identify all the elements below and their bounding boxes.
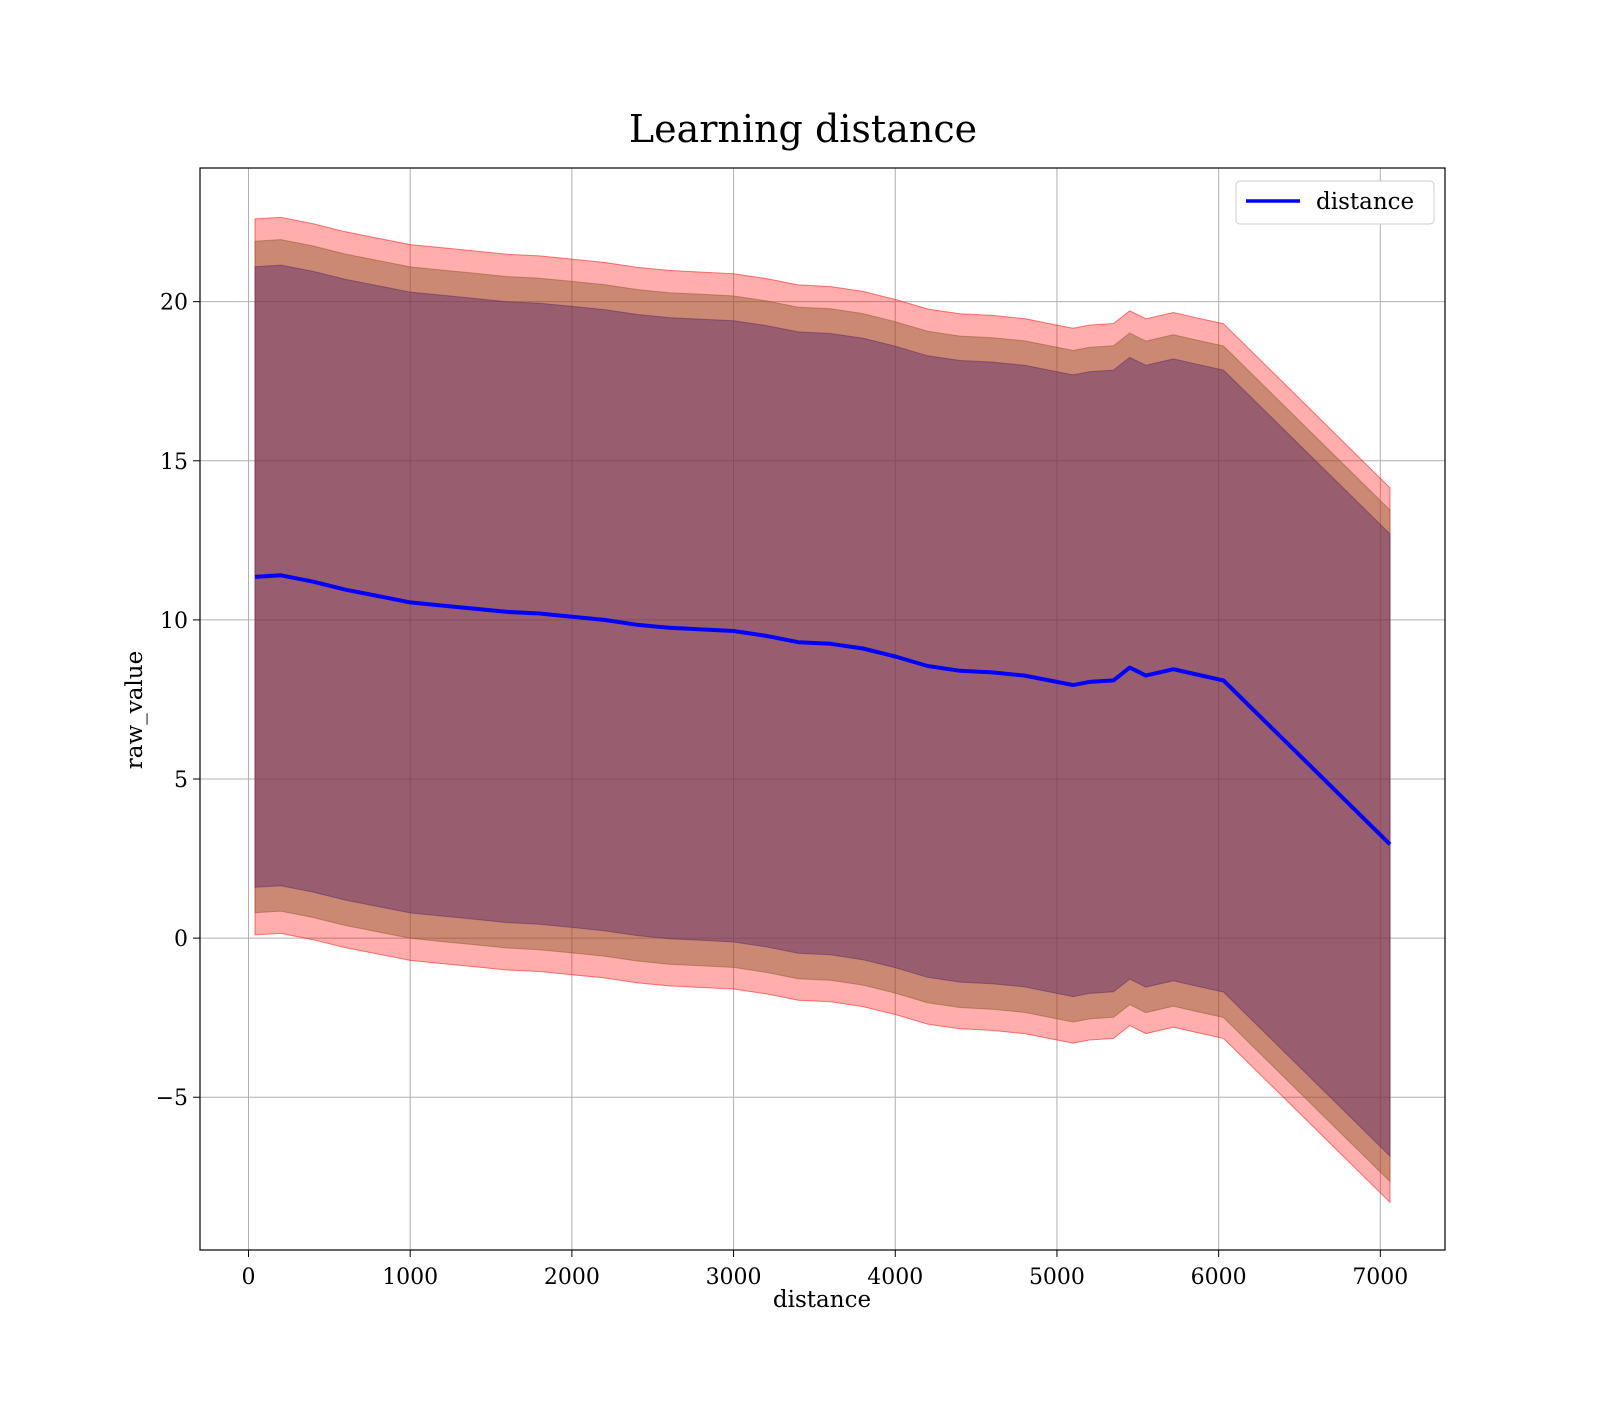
confidence-band-2 [254,264,1391,1158]
x-tick-label: 7000 [1352,1265,1408,1290]
y-axis: −5 0 5 10 15 20 [156,291,200,1111]
x-tick-label: 6000 [1191,1265,1247,1290]
x-tick-label: 3000 [706,1265,762,1290]
x-tick-label: 4000 [867,1265,923,1290]
legend-box [1235,180,1435,225]
series-line-distance [254,573,1392,846]
plot-frame [199,167,1446,1251]
y-tick-label: 5 [174,768,188,793]
x-axis-title: distance [773,1287,871,1313]
y-tick-label: −5 [156,1086,188,1111]
line-layer [254,573,1392,846]
x-tick-label: 5000 [1029,1265,1085,1290]
legend: distance [1235,180,1435,225]
confidence-band-1 [254,239,1391,1183]
x-tick-label: 2000 [544,1265,600,1290]
x-axis: 0 1000 2000 3000 4000 5000 6000 7000 [242,1250,1408,1290]
y-tick-label: 15 [160,450,188,475]
x-tick-label: 0 [242,1265,256,1290]
grid-layer [200,168,1445,1250]
y-tick-label: 10 [160,609,188,634]
y-axis-title: raw_value [122,651,148,769]
x-tick-label: 1000 [382,1265,438,1290]
chart-title: Learning distance [629,107,977,151]
y-tick-label: 20 [160,291,188,316]
confidence-band-0 [254,216,1391,1204]
y-tick-label: 0 [174,927,188,952]
band-layer [254,216,1391,1204]
legend-entry-distance: distance [1316,189,1414,215]
